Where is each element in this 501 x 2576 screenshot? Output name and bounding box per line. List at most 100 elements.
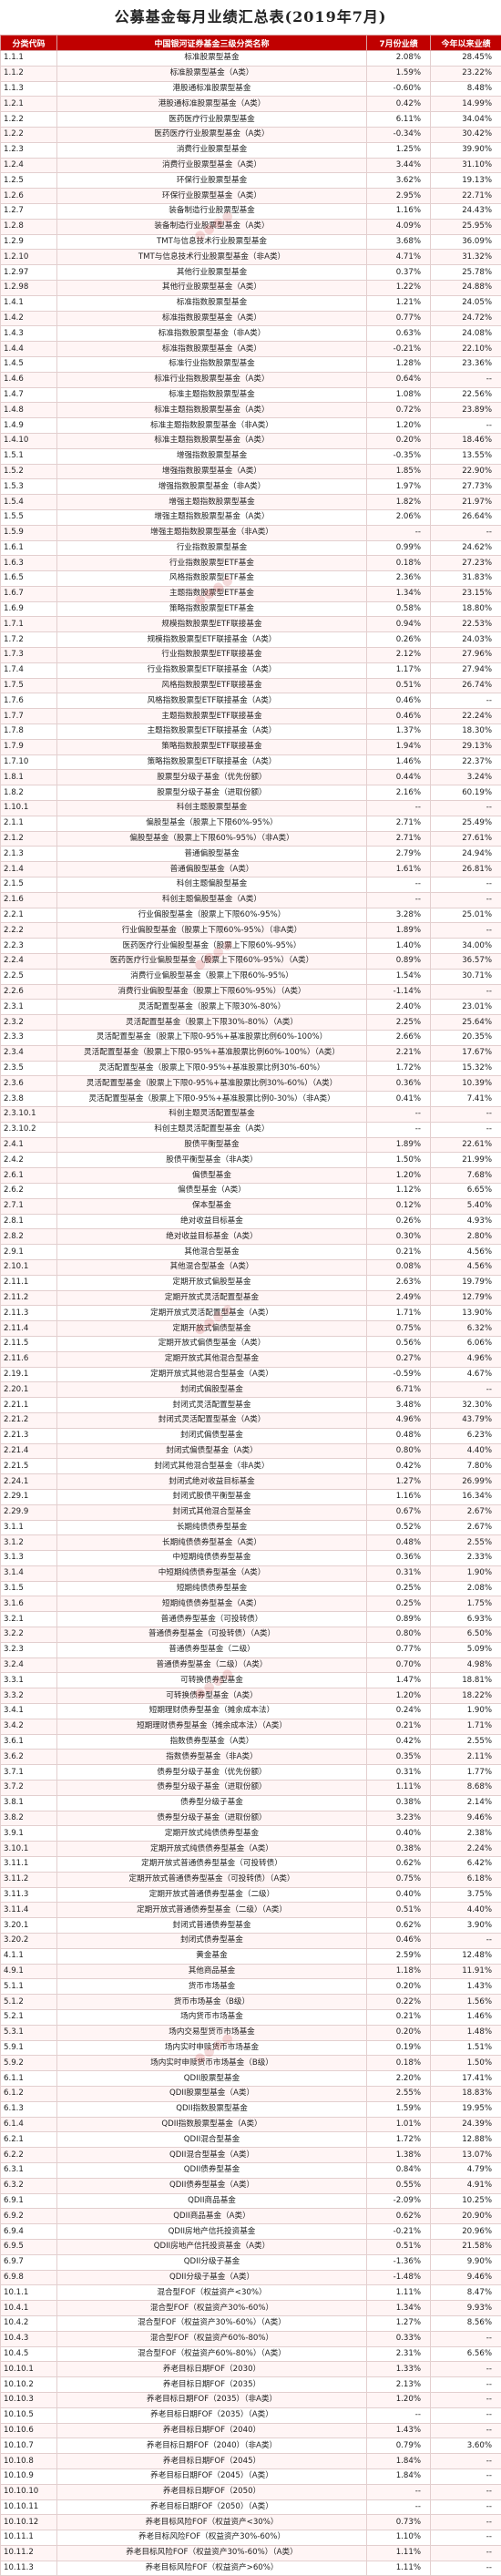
ytd-return-cell: 1.50% — [431, 2056, 501, 2071]
category-code-cell: 2.29.9 — [1, 1504, 57, 1520]
category-code-cell: 1.2.6 — [1, 189, 57, 204]
category-code-cell: 2.11.5 — [1, 1336, 57, 1351]
ytd-return-cell: 22.24% — [431, 709, 501, 724]
category-name-cell: 科创主题偏股型基金（A类） — [57, 892, 367, 908]
category-name-cell: 封闭式股债平衡型基金 — [57, 1489, 367, 1504]
ytd-return-cell: 29.13% — [431, 739, 501, 754]
july-return-cell: 1.20% — [367, 1168, 431, 1184]
ytd-return-cell: 11.91% — [431, 1964, 501, 1979]
ytd-return-cell: -- — [431, 1122, 501, 1137]
category-name-cell: 保本型基金 — [57, 1198, 367, 1214]
category-code-cell: 2.4.2 — [1, 1153, 57, 1168]
category-name-cell: 灵活配置型基金（股票上下限0-95%+基准股票比例60%-100%）（A类） — [57, 1045, 367, 1061]
ytd-return-cell: 4.40% — [431, 1443, 501, 1459]
category-code-cell: 1.2.8 — [1, 219, 57, 234]
category-name-cell: 行业偏股型基金（股票上下限60%-95%） — [57, 908, 367, 923]
ytd-return-cell: 60.19% — [431, 785, 501, 801]
ytd-return-cell: 18.83% — [431, 2086, 501, 2101]
ytd-return-cell: 6.06% — [431, 1336, 501, 1351]
ytd-return-cell: 1.56% — [431, 1995, 501, 2010]
category-code-cell: 3.11.4 — [1, 1903, 57, 1918]
july-return-cell: 1.71% — [367, 1306, 431, 1321]
july-return-cell: 0.51% — [367, 1903, 431, 1918]
category-code-cell: 1.2.5 — [1, 173, 57, 189]
july-return-cell: 0.89% — [367, 954, 431, 970]
category-code-cell: 3.4.2 — [1, 1719, 57, 1734]
category-code-cell: 6.9.5 — [1, 2239, 57, 2254]
july-return-cell: 0.12% — [367, 1198, 431, 1214]
ytd-return-cell: -- — [431, 923, 501, 939]
category-code-cell: 2.21.5 — [1, 1459, 57, 1474]
ytd-return-cell: 25.64% — [431, 1015, 501, 1031]
category-code-cell: 4.9.1 — [1, 1964, 57, 1979]
category-name-cell: 中短期纯债债券型基金（A类） — [57, 1565, 367, 1581]
july-return-cell: 1.46% — [367, 754, 431, 770]
category-name-cell: 标准指数股票型基金 — [57, 295, 367, 311]
category-name-cell: 绝对收益目标基金（A类） — [57, 1229, 367, 1245]
july-return-cell: 1.85% — [367, 464, 431, 479]
category-code-cell: 2.2.5 — [1, 969, 57, 984]
category-code-cell: 5.1.1 — [1, 1979, 57, 1995]
category-code-cell: 2.3.8 — [1, 1092, 57, 1107]
category-name-cell: 货币市场基金（B级） — [57, 1995, 367, 2010]
ytd-return-cell: 6.65% — [431, 1183, 501, 1198]
category-name-cell: 科创主题灵活配置型基金（A类） — [57, 1122, 367, 1137]
category-code-cell: 1.2.7 — [1, 203, 57, 219]
ytd-return-cell: 6.56% — [431, 2346, 501, 2362]
ytd-return-cell: 18.81% — [431, 1673, 501, 1688]
category-code-cell: 1.4.3 — [1, 326, 57, 342]
july-return-cell: 2.08% — [367, 51, 431, 67]
category-code-cell: 6.9.4 — [1, 2224, 57, 2240]
ytd-return-cell: 24.08% — [431, 326, 501, 342]
ytd-return-cell: 4.56% — [431, 1245, 501, 1260]
category-name-cell: 养老目标风险FOF（权益资产<30%） — [57, 2515, 367, 2530]
category-name-cell: 消费行业股票型基金 — [57, 142, 367, 158]
ytd-return-cell: 27.61% — [431, 831, 501, 847]
category-code-cell: 1.7.4 — [1, 662, 57, 678]
category-name-cell: 偏债型基金 — [57, 1168, 367, 1184]
july-return-cell: -- — [367, 2484, 431, 2499]
category-name-cell: 绝对收益目标基金 — [57, 1214, 367, 1229]
category-name-cell: 养老目标风险FOF（权益资产>60%） — [57, 2561, 367, 2576]
category-code-cell: 2.2.2 — [1, 923, 57, 939]
category-code-cell: 3.7.1 — [1, 1765, 57, 1781]
july-return-cell: 2.36% — [367, 571, 431, 587]
ytd-return-cell: 34.04% — [431, 112, 501, 128]
category-name-cell: TMT与信息技术行业股票型基金 — [57, 234, 367, 250]
header-category-name: 中国银河证券基金三级分类名称 — [57, 36, 367, 51]
category-name-cell: 医药医疗行业偏股型基金（股票上下限60%-95%） — [57, 939, 367, 954]
category-code-cell: 3.11.3 — [1, 1887, 57, 1903]
july-return-cell: 3.28% — [367, 908, 431, 923]
category-name-cell: 定期开放式普通债券型基金（二级） — [57, 1887, 367, 1903]
ytd-return-cell: 13.07% — [431, 2148, 501, 2163]
july-return-cell: 0.35% — [367, 1750, 431, 1765]
july-return-cell: 2.20% — [367, 2071, 431, 2087]
ytd-return-cell: 36.57% — [431, 954, 501, 970]
ytd-return-cell: -- — [431, 2484, 501, 2499]
category-name-cell: 其他混合型基金（A类） — [57, 1259, 367, 1275]
category-name-cell: QDII分级子基金 — [57, 2254, 367, 2270]
ytd-return-cell: 3.75% — [431, 1887, 501, 1903]
ytd-return-cell: -- — [431, 801, 501, 816]
july-return-cell: 1.47% — [367, 1673, 431, 1688]
category-code-cell: 1.2.3 — [1, 142, 57, 158]
category-name-cell: QDII商品基金（A类） — [57, 2209, 367, 2224]
